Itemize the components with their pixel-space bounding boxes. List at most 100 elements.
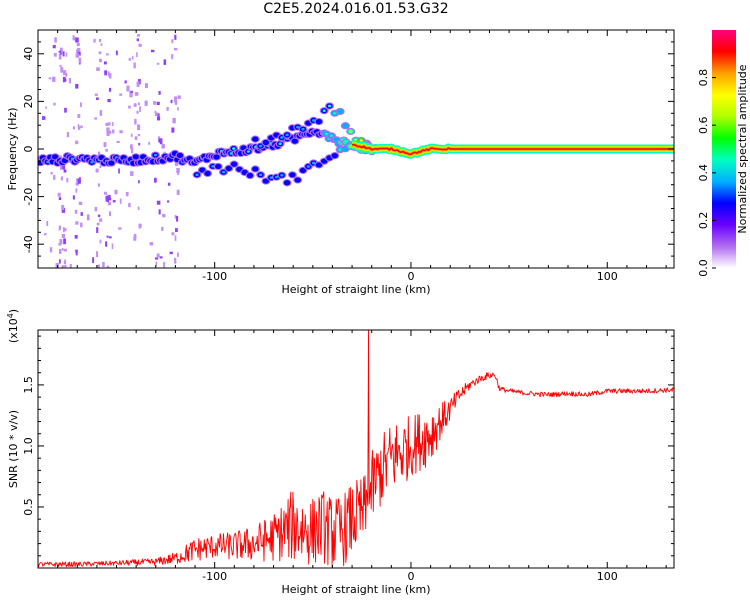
noise-mark: [75, 221, 79, 225]
ridge-blob: [225, 165, 232, 171]
ridge-blob: [215, 163, 222, 170]
noise-mark: [173, 47, 178, 51]
noise-mark: [174, 162, 179, 166]
y-tick-label: -20: [22, 188, 35, 206]
noise-mark: [167, 182, 171, 186]
noise-mark: [124, 80, 127, 84]
ridge-core: [349, 130, 353, 133]
ridge-core: [221, 170, 226, 174]
noise-mark: [177, 252, 179, 257]
noise-mark: [63, 265, 67, 268]
y-tick-label: 0.5: [22, 498, 35, 516]
noise-mark: [99, 165, 102, 169]
noise-mark: [133, 236, 137, 241]
y-tick-label: 0: [22, 146, 35, 153]
noise-mark: [125, 192, 129, 197]
ridge-blob: [252, 166, 259, 172]
noise-mark: [59, 64, 62, 67]
noise-mark: [63, 248, 67, 252]
noise-mark: [155, 261, 158, 266]
ridge-blob: [342, 123, 349, 129]
ridge-blob: [262, 139, 270, 146]
noise-mark: [130, 144, 133, 150]
noise-mark: [68, 77, 71, 84]
ridge-blob: [252, 136, 259, 142]
noise-mark: [103, 61, 107, 65]
noise-mark: [57, 192, 61, 197]
noise-mark: [61, 165, 66, 170]
noise-mark: [161, 226, 164, 231]
ridge-blob: [132, 154, 140, 160]
noise-mark: [156, 200, 161, 205]
noise-mark: [52, 45, 56, 49]
ridge-core: [269, 176, 273, 179]
noise-mark: [177, 107, 179, 111]
noise-mark: [59, 155, 63, 158]
noise-mark: [50, 171, 53, 175]
noise-mark: [63, 228, 67, 232]
noise-mark: [111, 122, 114, 127]
noise-mark: [107, 98, 111, 103]
noise-mark: [167, 200, 170, 203]
noise-mark: [130, 171, 134, 176]
noise-mark: [138, 223, 142, 228]
noise-mark: [177, 95, 181, 99]
snr-marks: [38, 330, 674, 568]
ridge-core: [296, 125, 300, 129]
noise-mark: [60, 67, 64, 73]
ridge-core: [274, 175, 279, 179]
noise-mark: [136, 81, 140, 88]
ridge-core: [195, 173, 199, 177]
noise-mark: [129, 91, 133, 98]
noise-mark: [130, 147, 134, 154]
colorbar: 0.0 0.2 0.4 0.6 0.8 Normalized spectral ampl…: [697, 30, 749, 277]
ridge-blob: [262, 178, 270, 184]
noise-mark: [119, 130, 123, 134]
noise-mark: [153, 101, 157, 105]
ridge-core: [327, 104, 332, 108]
ridge-core: [280, 136, 284, 139]
x-tick-label: 100: [597, 570, 618, 583]
noise-mark: [61, 204, 65, 211]
ridge-blob: [246, 172, 254, 179]
noise-mark: [99, 38, 102, 43]
noise-mark: [105, 241, 108, 247]
noise-mark: [174, 257, 177, 264]
snr-x-ticks: -100 0 100: [37, 330, 667, 583]
noise-mark: [177, 171, 179, 176]
noise-mark: [96, 67, 100, 71]
noise-mark: [136, 52, 138, 57]
ridge-blob: [230, 161, 238, 167]
noise-mark: [144, 83, 148, 89]
snr-x-label: Height of straight line (km): [281, 583, 430, 596]
x-tick-label: 0: [407, 570, 414, 583]
noise-mark: [80, 125, 83, 128]
noise-mark: [173, 96, 178, 103]
noise-mark: [98, 51, 102, 55]
noise-mark: [171, 54, 174, 60]
noise-mark: [75, 53, 80, 58]
noise-mark: [61, 265, 65, 268]
snr-scale-label: (x104): [6, 309, 20, 343]
noise-mark: [75, 250, 78, 256]
noise-mark: [62, 70, 67, 76]
y-tick-label: 40: [22, 47, 35, 61]
noise-mark: [86, 214, 90, 221]
noise-mark: [144, 100, 148, 106]
noise-mark: [66, 132, 70, 138]
x-tick-label: -100: [202, 570, 227, 583]
ridge-core: [90, 160, 94, 164]
noise-mark: [58, 197, 62, 201]
noise-mark: [119, 93, 123, 96]
ridge-blob: [108, 160, 115, 166]
noise-mark: [148, 141, 151, 145]
noise-mark: [106, 127, 110, 134]
noise-mark: [163, 262, 166, 268]
noise-mark: [137, 124, 141, 131]
noise-mark: [95, 97, 99, 100]
noise-mark: [158, 209, 161, 215]
noise-mark: [106, 265, 110, 268]
noise-mark: [105, 148, 108, 152]
noise-mark: [136, 38, 139, 42]
noise-mark: [114, 189, 118, 195]
